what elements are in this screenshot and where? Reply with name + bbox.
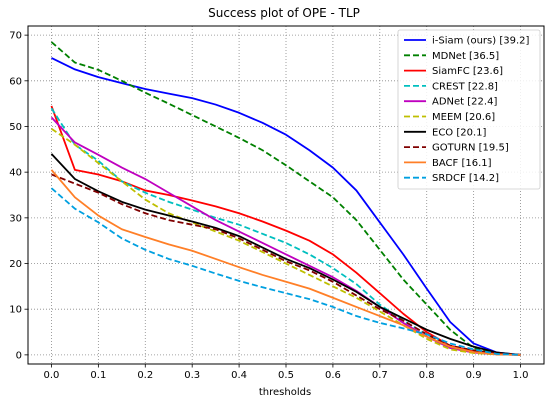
x-tick-label: 0.3 [184, 370, 200, 381]
legend-entry-6: ECO [20.1] [432, 127, 487, 138]
legend-entry-5: MEEM [20.6] [432, 112, 495, 123]
y-tick-label: 70 [9, 31, 22, 42]
legend-entry-1: MDNet [36.5] [432, 51, 499, 62]
legend-entry-4: ADNet [22.4] [432, 97, 497, 108]
y-tick-label: 30 [9, 213, 22, 224]
x-tick-label: 0.6 [325, 370, 341, 381]
x-tick-label: 0.0 [44, 370, 60, 381]
series-group [50, 41, 521, 356]
series-line-7 [51, 173, 521, 356]
x-tick-label: 0.4 [231, 370, 247, 381]
x-tick-label: 0.7 [372, 370, 388, 381]
y-tick-label: 20 [9, 259, 22, 270]
legend-entry-0: i-Siam (ours) [39.2] [432, 36, 529, 47]
series-line-8 [50, 169, 521, 356]
y-tick-label: 50 [9, 122, 22, 133]
y-tick-label: 0 [16, 350, 22, 361]
series-line-5 [50, 128, 521, 356]
series-line-6 [50, 153, 521, 356]
legend-entry-3: CREST [22.8] [432, 81, 498, 92]
series-line-1 [50, 41, 521, 356]
legend-box [397, 29, 541, 190]
series-line-9 [50, 187, 521, 356]
x-tick-label: 0.8 [419, 370, 435, 381]
x-tick-label: 0.1 [90, 370, 106, 381]
x-tick-label: 0.5 [278, 370, 294, 381]
x-tick-label: 1.0 [513, 370, 529, 381]
legend-entry-7: GOTURN [19.5] [432, 143, 509, 154]
x-axis-label: thresholds [259, 387, 311, 398]
legend-entry-9: SRDCF [14.2] [432, 173, 499, 184]
chart-title: Success plot of OPE - TLP [208, 6, 360, 20]
legend-entry-8: BACF [16.1] [432, 158, 492, 169]
y-tick-label: 40 [9, 168, 22, 179]
axis-ticks: 0.0 0.1 0.2 0.3 0.4 0.5 0.6 0.7 0.8 0.9 1.0 0 10 20 30… [9, 31, 528, 381]
legend: i-Siam (ours) [39.2] MDNet [36.5] SiamFC [… [397, 29, 541, 190]
y-tick-label: 60 [9, 76, 22, 87]
legend-entry-2: SiamFC [23.6] [432, 66, 503, 77]
x-tick-label: 0.2 [137, 370, 153, 381]
y-tick-label: 10 [9, 305, 22, 316]
x-tick-label: 0.9 [466, 370, 482, 381]
